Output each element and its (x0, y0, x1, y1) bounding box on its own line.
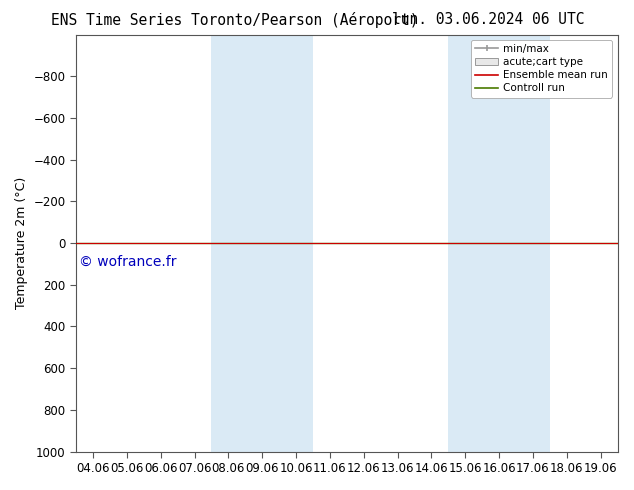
Y-axis label: Temperature 2m (°C): Temperature 2m (°C) (15, 177, 28, 309)
Text: © wofrance.fr: © wofrance.fr (79, 255, 176, 269)
Bar (212, 35, 313, 452)
Bar (448, 35, 550, 452)
Text: ENS Time Series Toronto/Pearson (Aéroport): ENS Time Series Toronto/Pearson (Aéropor… (51, 12, 418, 28)
Legend: min/max, acute;cart type, Ensemble mean run, Controll run: min/max, acute;cart type, Ensemble mean … (471, 40, 612, 98)
Text: lun. 03.06.2024 06 UTC: lun. 03.06.2024 06 UTC (392, 12, 585, 27)
